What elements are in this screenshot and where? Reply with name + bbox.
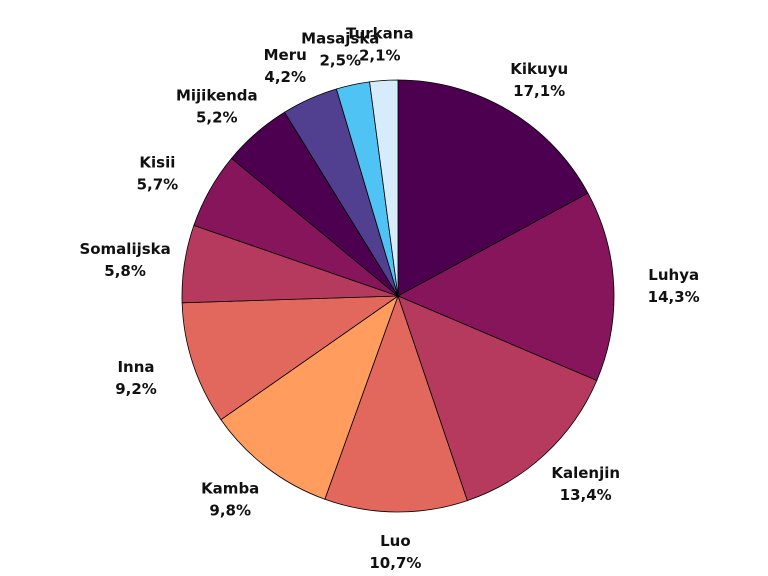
pie-slice-turkana bbox=[369, 79, 399, 297]
slice-value-label: 2,1% bbox=[359, 47, 401, 65]
pie-slices bbox=[181, 79, 615, 513]
slice-value-label: 5,2% bbox=[196, 108, 238, 126]
slice-value-label: 17,1% bbox=[513, 82, 565, 100]
pie-slice-kamba bbox=[220, 294, 399, 500]
slice-value-label: 9,2% bbox=[115, 380, 157, 398]
slice-category-label: Kamba bbox=[201, 480, 259, 498]
slice-value-label: 5,7% bbox=[137, 176, 179, 194]
pie-slice-inna bbox=[181, 295, 400, 421]
slice-label-luhya: Luhya 14,3% bbox=[648, 266, 700, 306]
slice-value-label: 2,5% bbox=[319, 52, 361, 70]
pie-labels: Kikuyu 17,1% Luhya 14,3% Kalenjin 13,4% Luo 10,… bbox=[79, 25, 699, 572]
slice-category-label: Luhya bbox=[648, 266, 699, 284]
slice-value-label: 4,2% bbox=[264, 68, 306, 86]
pie-slice-luhya bbox=[397, 192, 615, 382]
slice-category-label: Turkana bbox=[346, 25, 414, 43]
pie-slice-kalenjin bbox=[397, 295, 598, 502]
slice-label-luo: Luo 10,7% bbox=[369, 532, 421, 572]
pie-slice-luo bbox=[324, 294, 468, 513]
slice-category-label: Kalenjin bbox=[551, 464, 620, 482]
slice-label-turkana: Turkana 2,1% bbox=[346, 25, 414, 65]
slice-value-label: 5,8% bbox=[104, 262, 146, 280]
slice-label-kalenjin: Kalenjin 13,4% bbox=[551, 464, 620, 504]
slice-label-inna: Inna 9,2% bbox=[115, 358, 157, 398]
slice-category-label: Meru bbox=[264, 46, 307, 64]
slice-label-kikuyu: Kikuyu 17,1% bbox=[510, 60, 568, 100]
slice-category-label: Masajska bbox=[301, 30, 379, 48]
slice-category-label: Mijikenda bbox=[176, 86, 258, 104]
slice-label-kamba: Kamba 9,8% bbox=[201, 480, 259, 520]
slice-category-label: Somalijska bbox=[79, 240, 170, 258]
slice-label-meru: Meru 4,2% bbox=[264, 46, 307, 86]
slice-category-label: Kikuyu bbox=[510, 60, 568, 78]
slice-label-mijikenda: Mijikenda 5,2% bbox=[176, 86, 258, 126]
slice-value-label: 9,8% bbox=[209, 502, 251, 520]
slice-label-masajska: Masajska 2,5% bbox=[301, 30, 379, 70]
slice-category-label: Luo bbox=[380, 532, 411, 550]
slice-value-label: 13,4% bbox=[560, 486, 612, 504]
pie-slice-kikuyu bbox=[397, 79, 589, 297]
slice-category-label: Inna bbox=[117, 358, 154, 376]
slice-value-label: 14,3% bbox=[648, 288, 700, 306]
slice-label-somalijska: Somalijska 5,8% bbox=[79, 240, 170, 280]
slice-category-label: Kisii bbox=[139, 154, 175, 172]
slice-value-label: 10,7% bbox=[369, 554, 421, 572]
slice-label-kisii: Kisii 5,7% bbox=[137, 154, 179, 194]
